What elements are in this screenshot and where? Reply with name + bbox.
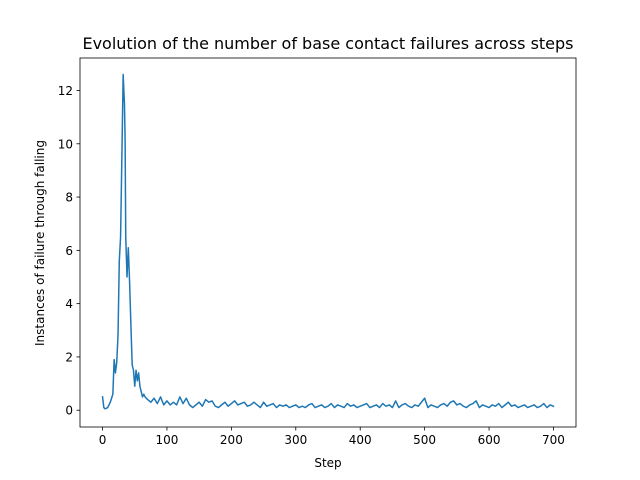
x-tick-label: 0 bbox=[99, 433, 107, 447]
x-tick-label: 400 bbox=[349, 433, 372, 447]
y-tick-label: 12 bbox=[58, 84, 73, 98]
axes-frame bbox=[79, 57, 577, 428]
x-tick-label: 600 bbox=[478, 433, 501, 447]
x-tick-label: 200 bbox=[220, 433, 243, 447]
chart-title: Evolution of the number of base contact … bbox=[82, 34, 573, 53]
x-tick-label: 300 bbox=[284, 433, 307, 447]
x-tick-label: 500 bbox=[413, 433, 436, 447]
y-tick-label: 2 bbox=[65, 350, 73, 364]
y-tick-label: 8 bbox=[65, 191, 73, 205]
y-tick-label: 6 bbox=[65, 244, 73, 258]
y-tick-label: 4 bbox=[65, 297, 73, 311]
series-line-0 bbox=[101, 73, 555, 410]
y-tick-label: 10 bbox=[58, 137, 73, 151]
x-tick-label: 700 bbox=[542, 433, 565, 447]
x-tick-label: 100 bbox=[156, 433, 179, 447]
plot-area: 0 100 200 300 400 500 600 700 0 2 4 6 8 10 12 bbox=[58, 57, 577, 447]
y-tick-label: 0 bbox=[65, 404, 73, 418]
y-axis-label: Instances of failure through falling bbox=[33, 140, 47, 346]
x-axis-label: Step bbox=[314, 456, 341, 470]
